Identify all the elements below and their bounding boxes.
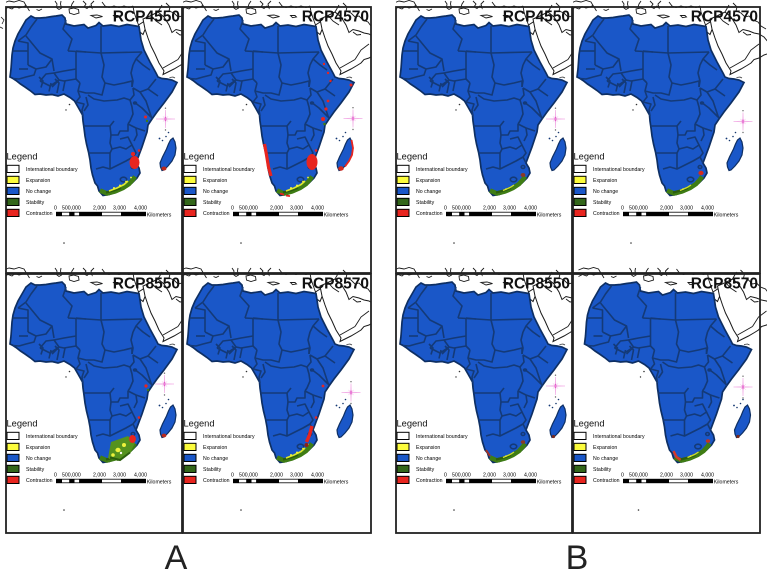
svg-text:RCP8570: RCP8570 [302,276,369,293]
svg-text:RCP4550: RCP4550 [113,9,180,26]
svg-text:RCP4550: RCP4550 [503,9,570,26]
svg-text:B: B [566,539,589,571]
svg-text:RCP8550: RCP8550 [503,276,570,293]
svg-text:RCP4570: RCP4570 [691,9,758,26]
svg-text:A: A [165,539,188,571]
svg-text:RCP8550: RCP8550 [113,276,180,293]
svg-text:RCP8570: RCP8570 [691,276,758,293]
svg-text:RCP4570: RCP4570 [302,9,369,26]
